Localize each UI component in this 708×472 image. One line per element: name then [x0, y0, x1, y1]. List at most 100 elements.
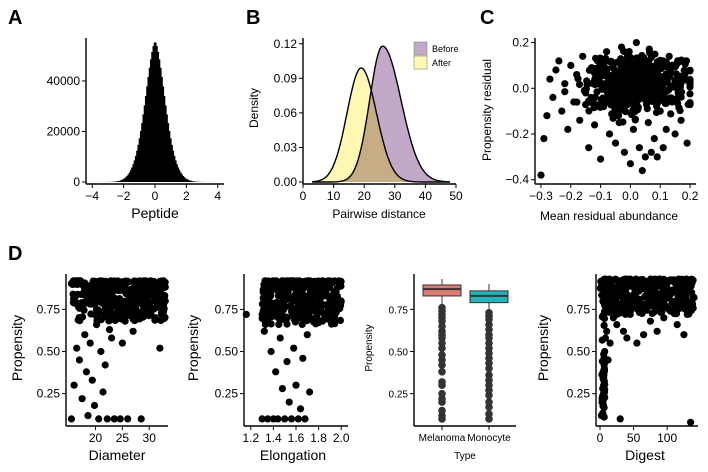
scatter-point	[298, 320, 306, 328]
scatter-point	[666, 307, 675, 315]
scatter-point	[631, 115, 639, 123]
histogram-bar	[157, 51, 160, 182]
legend-key-after	[413, 55, 428, 70]
scatter-point	[611, 285, 619, 293]
scatter-point	[683, 139, 691, 147]
outlier-point	[438, 368, 446, 376]
y-tick-label: 0.12	[274, 37, 298, 51]
scatter-point	[681, 287, 689, 295]
histogram-bar	[122, 179, 124, 182]
scatter-point	[671, 130, 679, 138]
histogram-bar	[185, 178, 187, 182]
panel-d-type-axes: 0.25 0.50 0.75	[389, 274, 516, 427]
scatter-point	[283, 358, 291, 366]
histogram-bar	[175, 160, 177, 182]
y-tick-label: 0.50	[37, 345, 61, 359]
histogram-bar	[117, 181, 119, 182]
scatter-point	[645, 291, 653, 299]
x-tick-label: 0	[597, 431, 604, 445]
scatter-point	[579, 52, 587, 60]
outlier-point	[438, 351, 446, 359]
boxplots	[422, 279, 509, 430]
scatter-point	[141, 287, 149, 295]
histogram-bar	[119, 180, 122, 182]
scatter-point	[262, 310, 270, 318]
scatter-point	[676, 83, 684, 91]
scatter-point	[662, 72, 670, 81]
histogram-bar	[183, 177, 186, 182]
histogram-bar	[160, 67, 162, 182]
y-tick-label: 0.50	[215, 345, 239, 359]
panel-d-type-xlabel: Type	[454, 451, 476, 462]
histogram-bar	[165, 105, 167, 182]
scatter-point	[620, 148, 629, 156]
scatter-point	[319, 278, 327, 286]
scatter-point	[632, 94, 640, 102]
scatter-point	[124, 278, 132, 286]
scatter-point	[686, 99, 694, 107]
scatter-point	[134, 295, 142, 303]
y-tick-label: 0.00	[274, 175, 298, 189]
histogram-bar	[171, 144, 173, 182]
scatter-point	[159, 304, 167, 312]
histogram-bar	[114, 181, 117, 182]
outlier-point	[485, 371, 493, 379]
scatter-point	[284, 291, 292, 299]
scatter-point	[121, 317, 129, 325]
scatter-point	[656, 282, 664, 290]
scatter-point	[93, 321, 101, 329]
scatter-point	[266, 303, 274, 311]
scatter-point	[603, 48, 611, 56]
panel-b-xlabel: Pairwise distance	[332, 207, 426, 221]
scatter-point	[261, 317, 269, 325]
histogram-bar	[191, 181, 193, 182]
scatter-point	[108, 334, 116, 342]
y-tick-label: 0.03	[274, 140, 298, 154]
scatter-point	[608, 110, 616, 118]
scatter-point	[615, 119, 623, 127]
scatter-point	[103, 312, 112, 320]
histogram-bar	[163, 96, 166, 182]
scatter-point	[617, 43, 626, 51]
scatter-point	[604, 356, 612, 364]
histogram-bar	[116, 181, 118, 182]
histogram-bar	[186, 179, 188, 182]
x-tick-label: 30	[143, 431, 157, 445]
scatter-point	[75, 356, 83, 364]
panel-d-digest-xlabel: Digest	[625, 447, 665, 463]
category-label-melanoma: Melanoma	[419, 433, 466, 444]
scatter-point	[85, 282, 94, 290]
panel-d-elongation-ylabel: Propensity	[185, 315, 201, 381]
scatter-point	[117, 285, 125, 294]
scatter-point	[673, 60, 681, 68]
x-tick-label: −0.2	[559, 189, 583, 203]
panel-d-diameter-ylabel: Propensity	[9, 315, 25, 381]
scatter-point	[298, 300, 306, 309]
scatter-point	[264, 415, 272, 423]
scatter-point	[118, 339, 126, 347]
histogram-bar	[155, 42, 157, 182]
scatter-point	[592, 101, 601, 109]
scatter-point	[555, 57, 563, 65]
scatter-point	[274, 292, 282, 300]
scatter-point	[285, 398, 293, 406]
scatter-point	[600, 314, 609, 323]
histogram-bar	[153, 42, 156, 182]
scatter-point	[649, 280, 657, 288]
histogram-bar	[166, 114, 168, 182]
scatter-point	[152, 304, 160, 312]
scatter-point	[296, 405, 305, 413]
scatter-point	[267, 347, 275, 356]
panel-a-axes: −4 −2 0 2 4 0 20000 40000	[47, 38, 224, 203]
scatter-point	[606, 292, 614, 301]
scatter-point	[626, 160, 635, 168]
scatter-point	[285, 277, 293, 285]
scatter-point	[148, 280, 157, 288]
panel-label-d: D	[8, 243, 22, 265]
outlier-point	[485, 410, 493, 418]
histogram-bar	[192, 181, 195, 182]
scatter-point	[640, 331, 648, 339]
scatter-point	[99, 388, 107, 396]
scatter-point	[82, 368, 90, 376]
scatter-point	[275, 320, 283, 328]
